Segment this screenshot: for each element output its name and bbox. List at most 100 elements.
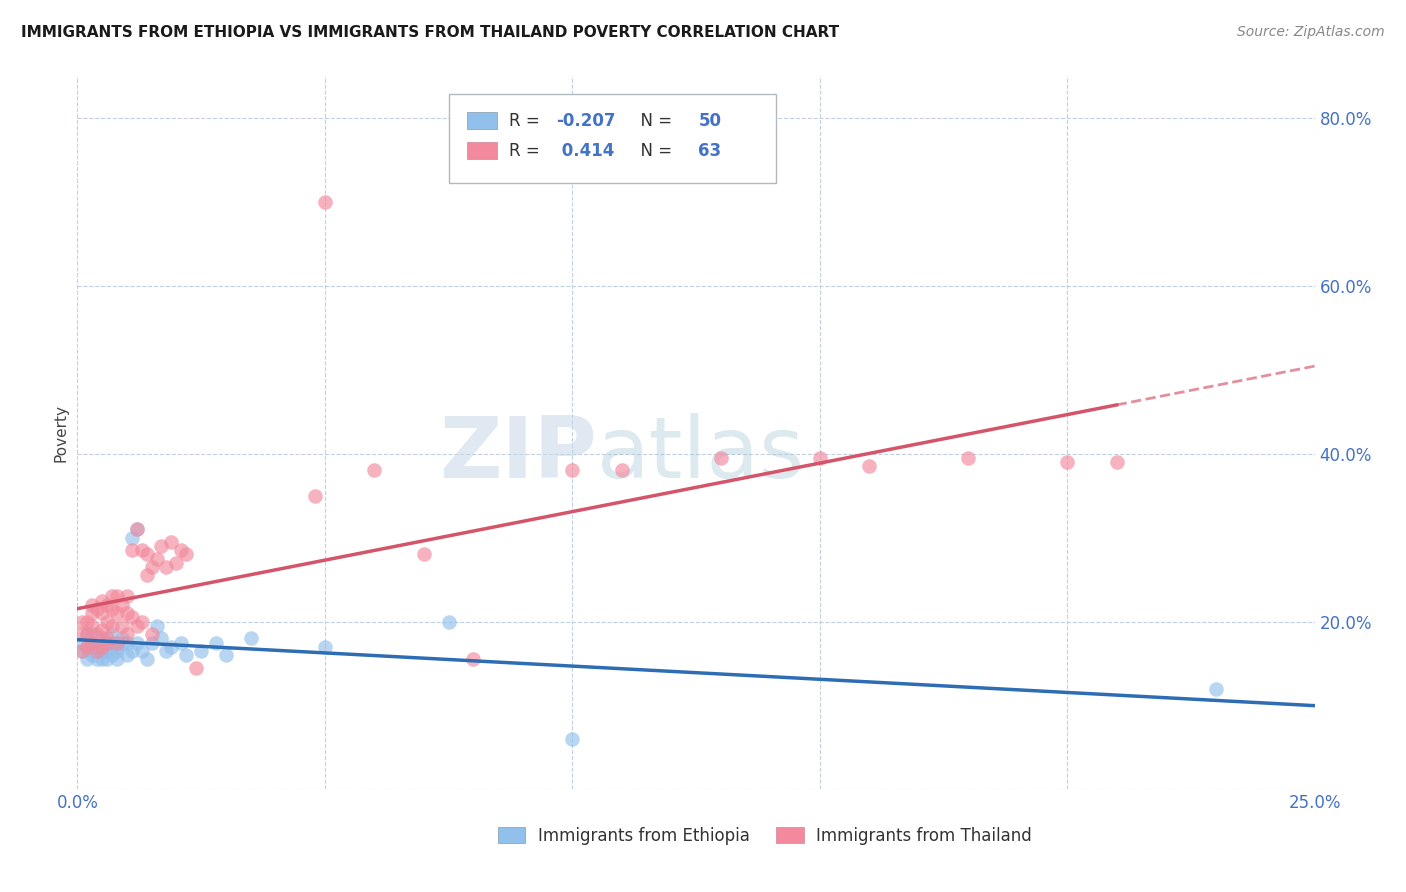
Point [165,556,187,570]
Point [101,590,124,604]
Point [363,463,385,477]
Text: N =: N = [630,112,678,129]
Bar [467,112,496,129]
Text: 0.414: 0.414 [557,142,614,160]
Point [1105,455,1128,469]
Text: IMMIGRANTS FROM ETHIOPIA VS IMMIGRANTS FROM THAILAND POVERTY CORRELATION CHART: IMMIGRANTS FROM ETHIOPIA VS IMMIGRANTS F… [21,25,839,40]
Point [96,652,118,666]
Text: ZIP: ZIP [439,412,598,496]
Text: R =: R = [509,142,546,160]
Point [105,606,128,620]
Point [858,459,880,474]
Point [150,632,173,646]
Point [121,543,143,558]
Point [96,632,118,646]
Bar [776,827,804,843]
Point [86,640,108,654]
Point [76,652,98,666]
Point [174,547,197,561]
Point [1205,681,1227,696]
Point [239,632,262,646]
FancyBboxPatch shape [449,94,776,183]
Point [105,644,128,658]
Point [412,547,434,561]
Point [131,644,153,658]
Point [131,615,153,629]
Point [82,598,104,612]
Point [82,635,104,649]
Text: atlas: atlas [598,412,806,496]
Point [115,627,138,641]
Text: Immigrants from Ethiopia: Immigrants from Ethiopia [537,827,749,845]
Point [463,652,485,666]
Y-axis label: Poverty: Poverty [53,403,69,462]
Point [314,194,336,209]
Text: 63: 63 [699,142,721,160]
Point [91,640,114,654]
Point [101,602,124,616]
Point [76,640,98,654]
Point [125,522,148,536]
Text: R =: R = [509,112,546,129]
Point [561,732,583,747]
Point [125,618,148,632]
Point [96,644,118,658]
Point [135,547,157,561]
Point [91,593,114,607]
Point [125,522,148,536]
Point [96,598,118,612]
Point [205,635,228,649]
Point [304,489,326,503]
Point [82,648,104,662]
Point [86,644,108,658]
Point [115,648,138,662]
Point [105,640,128,654]
Point [72,627,94,641]
Point [91,640,114,654]
Point [105,652,128,666]
Point [96,635,118,649]
Point [957,450,980,465]
Point [111,618,134,632]
Point [91,606,114,620]
Point [610,463,633,477]
Point [82,644,104,658]
Point [170,543,193,558]
Point [86,652,108,666]
Point [155,644,177,658]
Text: 50: 50 [699,112,721,129]
Point [131,543,153,558]
Point [86,632,108,646]
Point [115,635,138,649]
Point [150,539,173,553]
Point [1056,455,1078,469]
Point [111,598,134,612]
Point [141,627,163,641]
Point [101,635,124,649]
Point [184,661,207,675]
Point [76,640,98,654]
Point [155,560,177,574]
Point [86,602,108,616]
Bar [467,142,496,160]
Point [96,615,118,629]
Point [190,644,212,658]
Point [135,568,157,582]
Point [91,644,114,658]
Point [710,450,733,465]
Point [101,618,124,632]
Point [437,615,460,629]
Point [91,623,114,637]
Point [86,627,108,641]
Text: Immigrants from Thailand: Immigrants from Thailand [815,827,1032,845]
Point [135,652,157,666]
Point [125,635,148,649]
Point [160,534,183,549]
Point [72,644,94,658]
Point [141,635,163,649]
Point [111,635,134,649]
Text: -0.207: -0.207 [557,112,616,129]
Point [101,648,124,662]
Point [96,635,118,649]
Point [115,606,138,620]
